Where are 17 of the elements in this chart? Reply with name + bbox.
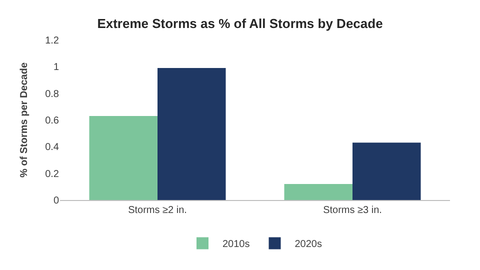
y-axis-title: % of Storms per Decade [19, 62, 30, 178]
legend-label: 2010s [222, 239, 250, 250]
y-tick-label: 0.2 [45, 168, 60, 180]
bar [284, 184, 352, 200]
y-tick-label: 0 [53, 196, 60, 206]
y-tick-label: 0.8 [45, 88, 60, 100]
bar [158, 68, 226, 200]
bar [89, 116, 158, 200]
chart-title: Extreme Storms as % of All Storms by Decade [97, 16, 383, 31]
legend-label: 2020s [294, 239, 322, 250]
y-tick-label: 0.4 [45, 142, 60, 154]
y-tick-label: 1.2 [45, 36, 60, 46]
y-tick-label: 0.6 [45, 116, 60, 126]
bar [352, 142, 421, 200]
y-tick-label: 1 [53, 62, 60, 74]
x-tick-label: Storms ≥2 in. [128, 205, 187, 216]
x-tick-label: Storms ≥3 in. [323, 205, 382, 216]
